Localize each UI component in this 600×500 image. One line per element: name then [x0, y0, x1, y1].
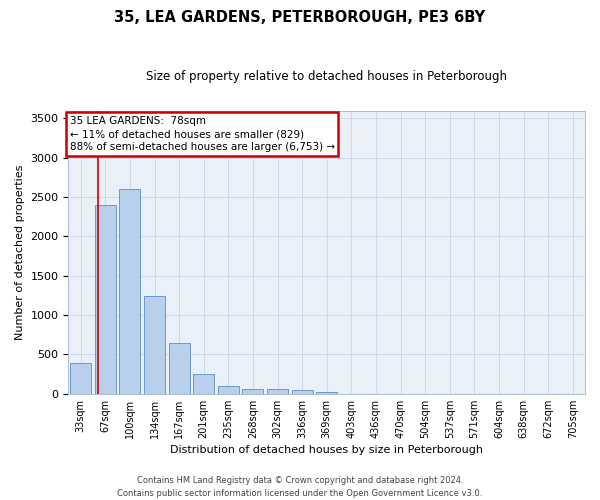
- Bar: [193, 374, 214, 394]
- Bar: [119, 189, 140, 394]
- Y-axis label: Number of detached properties: Number of detached properties: [15, 164, 25, 340]
- Bar: [70, 363, 91, 394]
- Bar: [95, 205, 116, 394]
- Text: Contains HM Land Registry data © Crown copyright and database right 2024.
Contai: Contains HM Land Registry data © Crown c…: [118, 476, 482, 498]
- Bar: [218, 386, 239, 394]
- Title: Size of property relative to detached houses in Peterborough: Size of property relative to detached ho…: [146, 70, 507, 83]
- Text: 35, LEA GARDENS, PETERBOROUGH, PE3 6BY: 35, LEA GARDENS, PETERBOROUGH, PE3 6BY: [115, 10, 485, 25]
- Bar: [144, 296, 165, 394]
- Bar: [292, 390, 313, 394]
- Bar: [267, 390, 288, 394]
- Text: 35 LEA GARDENS:  78sqm
← 11% of detached houses are smaller (829)
88% of semi-de: 35 LEA GARDENS: 78sqm ← 11% of detached …: [70, 116, 335, 152]
- Bar: [169, 344, 190, 394]
- Bar: [242, 389, 263, 394]
- X-axis label: Distribution of detached houses by size in Peterborough: Distribution of detached houses by size …: [170, 445, 483, 455]
- Bar: [316, 392, 337, 394]
